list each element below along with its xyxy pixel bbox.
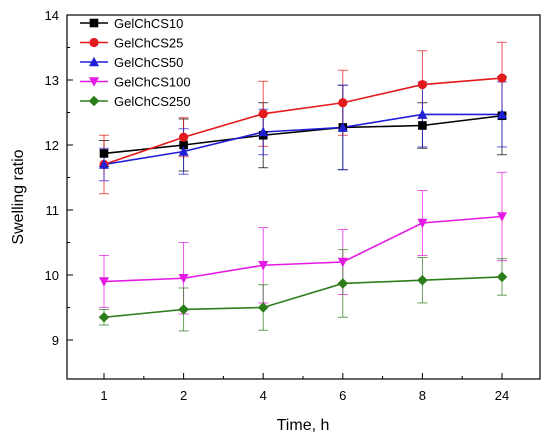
y-tick-label: 11: [46, 203, 60, 218]
data-point: [258, 109, 268, 119]
data-point: [337, 257, 348, 268]
legend-label: GelChCS10: [114, 16, 183, 31]
data-point: [497, 109, 507, 119]
data-point: [497, 73, 507, 83]
data-point: [417, 218, 428, 229]
x-tick-label: 2: [180, 388, 187, 403]
series-lines: [103, 77, 503, 319]
x-tick-label: 4: [260, 388, 267, 403]
series-line: [103, 77, 503, 166]
data-point: [418, 121, 427, 130]
legend-marker: [89, 77, 99, 87]
series-line: [103, 215, 503, 283]
x-axis-title: Time, h: [277, 417, 330, 434]
data-point: [257, 302, 269, 313]
y-tick-label: 12: [45, 138, 59, 153]
data-point: [337, 278, 349, 289]
x-tick-label: 24: [495, 388, 509, 403]
data-point: [99, 159, 109, 169]
series-line: [103, 114, 503, 155]
data-markers: [98, 73, 508, 323]
y-axis-ticks: 9 10 11 12 13 14: [45, 8, 73, 348]
legend-marker: [89, 56, 99, 67]
y-tick-label: 10: [45, 268, 59, 283]
x-tick-label: 8: [419, 388, 426, 403]
legend-marker: [89, 18, 99, 28]
legend-marker: [89, 37, 99, 48]
data-point: [417, 79, 427, 90]
data-point: [178, 146, 189, 156]
data-point: [178, 273, 189, 284]
data-point: [496, 271, 508, 283]
legend-label: GelChCS250: [114, 94, 191, 109]
data-point: [337, 122, 348, 132]
data-point: [179, 140, 188, 150]
x-tick-label: 1: [100, 388, 107, 403]
data-point: [99, 149, 109, 158]
data-point: [258, 260, 269, 271]
legend-label: GelChCS50: [114, 55, 183, 70]
x-axis-ticks: 1 2 4 6 8 24: [100, 373, 509, 403]
legend: GelChCS10 GelChCS25 GelChCS50 GelChCS100 Gel…: [80, 16, 191, 109]
data-point: [99, 277, 109, 287]
legend-label: GelChCS100: [114, 75, 191, 90]
legend-label: GelChCS25: [114, 36, 183, 51]
y-tick-label: 14: [45, 8, 59, 23]
legend-marker: [88, 95, 100, 107]
y-tick-label: 9: [52, 333, 59, 348]
data-point: [417, 109, 428, 119]
x-tick-label: 6: [339, 388, 346, 403]
data-point: [179, 132, 189, 142]
data-point: [98, 311, 110, 323]
y-tick-label: 13: [45, 73, 59, 88]
series-line: [103, 113, 502, 166]
data-point: [497, 212, 507, 222]
data-point: [178, 304, 189, 315]
data-point: [338, 98, 348, 108]
data-point: [258, 126, 269, 137]
data-point: [417, 274, 428, 286]
y-axis-title: Swelling ratio: [10, 149, 27, 244]
series-line: [103, 276, 503, 319]
